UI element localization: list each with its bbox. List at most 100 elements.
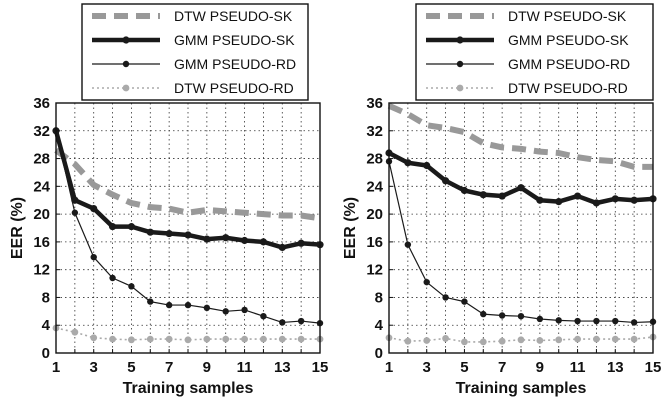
data-point — [573, 192, 582, 200]
data-point — [630, 319, 638, 326]
data-point — [297, 317, 305, 325]
legend-label-3: GMM PSEUDO-RD — [174, 56, 296, 72]
data-point — [630, 335, 638, 343]
data-point — [611, 335, 619, 343]
gridlines — [56, 103, 320, 353]
x-tick-label: 7 — [165, 359, 173, 376]
data-point — [517, 336, 525, 344]
legend-marker-2 — [456, 36, 464, 44]
legend-label-1: DTW PSEUDO-SK — [508, 8, 627, 24]
data-point — [241, 335, 248, 343]
data-point — [480, 310, 487, 318]
legend-label-4: DTW PSEUDO-RD — [174, 80, 294, 96]
x-tick-label: 5 — [127, 359, 135, 376]
data-point — [184, 336, 192, 344]
data-point — [555, 317, 562, 324]
data-point — [109, 335, 116, 343]
data-point — [203, 304, 211, 312]
y-axis-label: EER (%) — [342, 197, 359, 259]
data-point — [222, 308, 229, 315]
data-point — [423, 278, 430, 286]
data-point — [165, 335, 173, 343]
x-tick-label: 3 — [90, 359, 98, 376]
data-point — [441, 177, 450, 185]
data-point — [592, 199, 601, 207]
series-line — [55, 327, 320, 341]
data-point — [279, 319, 286, 326]
data-point — [128, 283, 135, 290]
x-tick-label: 15 — [645, 359, 662, 376]
y-tick-label: 20 — [366, 206, 383, 223]
y-tick-label: 28 — [366, 151, 383, 168]
series-line — [387, 103, 653, 170]
y-tick-label: 8 — [375, 289, 383, 306]
data-point — [146, 228, 154, 236]
data-point — [71, 328, 79, 336]
legend-box — [415, 3, 654, 101]
x-tick-label: 5 — [460, 359, 468, 376]
y-tick-label: 8 — [42, 289, 50, 306]
y-tick-label: 16 — [366, 234, 383, 251]
data-point — [147, 298, 154, 305]
series-line — [388, 336, 654, 343]
legend-marker-3 — [456, 60, 464, 68]
y-tick-label: 36 — [366, 95, 383, 112]
legend: DTW PSEUDO-SK GMM PSEUDO-SK GMM PSEUDO-RD D… — [415, 3, 654, 101]
x-tick-label: 15 — [312, 359, 329, 376]
series-line — [387, 151, 654, 206]
data-point — [404, 241, 412, 248]
legend-label-4: DTW PSEUDO-RD — [508, 80, 628, 96]
x-tick-label: 9 — [203, 359, 211, 376]
data-point — [127, 223, 136, 231]
data-point — [593, 317, 600, 325]
data-point — [423, 161, 431, 170]
data-point — [479, 191, 487, 199]
data-point — [184, 231, 192, 239]
data-point — [404, 159, 412, 167]
data-point — [498, 312, 506, 319]
data-point — [442, 335, 449, 342]
data-point — [203, 335, 211, 343]
y-axis-label: EER (%) — [9, 197, 26, 259]
data-point — [612, 317, 619, 325]
data-point — [498, 337, 506, 345]
data-point — [222, 335, 230, 343]
legend-marker-3 — [122, 60, 130, 68]
y-tick-label: 24 — [366, 178, 383, 195]
data-point — [517, 184, 525, 192]
data-point — [593, 335, 600, 343]
y-tick-label: 32 — [366, 123, 383, 140]
data-point — [90, 204, 98, 213]
y-tick-label: 4 — [375, 317, 384, 334]
y-tick-label: 32 — [33, 123, 50, 140]
y-tick-label: 20 — [33, 206, 50, 223]
x-tick-label: 3 — [423, 359, 431, 376]
data-point — [555, 198, 563, 206]
series-3 — [52, 127, 324, 327]
series-1 — [387, 103, 653, 170]
data-point — [203, 235, 211, 243]
x-tick-label: 13 — [274, 359, 291, 376]
data-point — [442, 294, 449, 301]
data-point — [574, 335, 581, 343]
series-line — [55, 130, 321, 324]
data-point — [630, 196, 638, 204]
data-point — [71, 209, 79, 216]
x-tick-label: 11 — [570, 359, 586, 376]
y-tick-label: 4 — [42, 317, 51, 334]
y-tick-label: 12 — [33, 262, 50, 279]
y-tick-label: 24 — [33, 178, 50, 195]
data-point — [297, 239, 305, 247]
data-point — [222, 234, 230, 242]
legend-label-2: GMM PSEUDO-SK — [174, 32, 295, 48]
data-point — [517, 312, 525, 320]
data-point — [90, 334, 98, 342]
legend-label-3: GMM PSEUDO-RD — [508, 56, 630, 72]
x-tick-label: 1 — [385, 359, 393, 376]
data-point — [278, 335, 286, 343]
data-point — [109, 274, 116, 282]
